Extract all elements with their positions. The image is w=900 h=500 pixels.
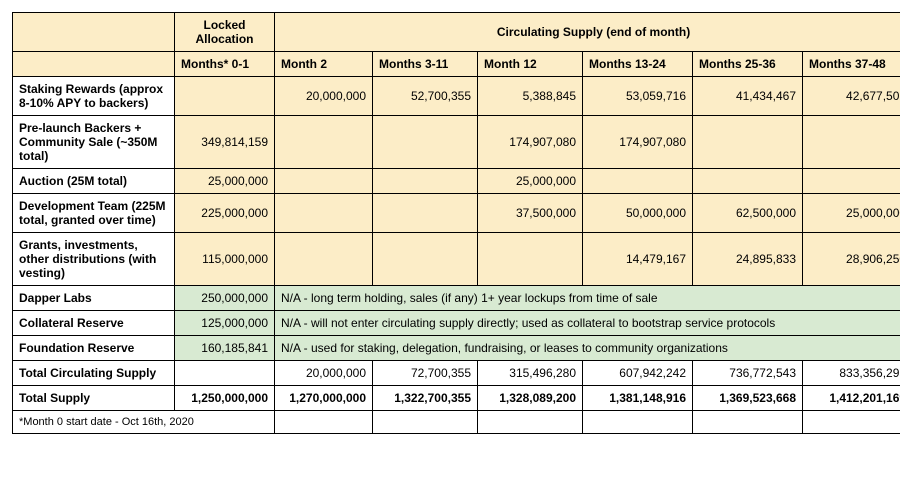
footnote-empty-4	[583, 411, 693, 434]
cell-staking-locked	[175, 77, 275, 116]
cell-total-supply-m37: 1,412,201,169	[803, 386, 900, 411]
header-circulating-supply: Circulating Supply (end of month)	[275, 13, 900, 52]
cell-auction-m25	[693, 169, 803, 194]
cell-total-circ-m13: 607,942,242	[583, 361, 693, 386]
cell-staking-m25: 41,434,467	[693, 77, 803, 116]
row-footnote: *Month 0 start date - Oct 16th, 2020	[13, 411, 900, 434]
label-total-circ: Total Circulating Supply	[13, 361, 175, 386]
row-auction: Auction (25M total) 25,000,000 25,000,00…	[13, 169, 900, 194]
row-total-circulating: Total Circulating Supply 20,000,000 72,7…	[13, 361, 900, 386]
cell-grants-m3	[373, 233, 478, 286]
cell-backers-m13: 174,907,080	[583, 116, 693, 169]
header-row-groups: Locked Allocation Circulating Supply (en…	[13, 13, 900, 52]
row-dev-team: Development Team (225M total, granted ov…	[13, 194, 900, 233]
cell-backers-m25	[693, 116, 803, 169]
cell-devteam-m3	[373, 194, 478, 233]
label-staking: Staking Rewards (approx 8-10% APY to bac…	[13, 77, 175, 116]
row-total-supply: Total Supply 1,250,000,000 1,270,000,000…	[13, 386, 900, 411]
cell-auction-m12: 25,000,000	[478, 169, 583, 194]
header-month-12: Month 12	[478, 52, 583, 77]
label-collateral: Collateral Reserve	[13, 311, 175, 336]
header-months-0-1: Months* 0-1	[175, 52, 275, 77]
cell-total-circ-m37: 833,356,295	[803, 361, 900, 386]
cell-total-circ-m3: 72,700,355	[373, 361, 478, 386]
cell-devteam-m13: 50,000,000	[583, 194, 693, 233]
row-staking-rewards: Staking Rewards (approx 8-10% APY to bac…	[13, 77, 900, 116]
label-grants: Grants, investments, other distributions…	[13, 233, 175, 286]
cell-total-supply-m13: 1,381,148,916	[583, 386, 693, 411]
cell-grants-m12	[478, 233, 583, 286]
cell-grants-m37: 28,906,250	[803, 233, 900, 286]
cell-devteam-m37: 25,000,000	[803, 194, 900, 233]
cell-dapper-note: N/A - long term holding, sales (if any) …	[275, 286, 900, 311]
footnote-empty-6	[803, 411, 900, 434]
cell-staking-m13: 53,059,716	[583, 77, 693, 116]
cell-collateral-note: N/A - will not enter circulating supply …	[275, 311, 900, 336]
cell-auction-m37	[803, 169, 900, 194]
cell-devteam-locked: 225,000,000	[175, 194, 275, 233]
cell-backers-m12: 174,907,080	[478, 116, 583, 169]
footnote-empty-3	[478, 411, 583, 434]
cell-staking-m12: 5,388,845	[478, 77, 583, 116]
cell-total-circ-m25: 736,772,543	[693, 361, 803, 386]
header-blank	[13, 13, 175, 52]
cell-backers-locked: 349,814,159	[175, 116, 275, 169]
cell-devteam-m25: 62,500,000	[693, 194, 803, 233]
cell-auction-m3	[373, 169, 478, 194]
footnote-empty-2	[373, 411, 478, 434]
footnote-empty-5	[693, 411, 803, 434]
row-collateral-reserve: Collateral Reserve 125,000,000 N/A - wil…	[13, 311, 900, 336]
label-foundation: Foundation Reserve	[13, 336, 175, 361]
header-months-25-36: Months 25-36	[693, 52, 803, 77]
cell-total-supply-m25: 1,369,523,668	[693, 386, 803, 411]
cell-staking-m37: 42,677,502	[803, 77, 900, 116]
cell-devteam-m12: 37,500,000	[478, 194, 583, 233]
row-grants: Grants, investments, other distributions…	[13, 233, 900, 286]
cell-grants-m25: 24,895,833	[693, 233, 803, 286]
footnote-empty-1	[275, 411, 373, 434]
header-row-months: Months* 0-1 Month 2 Months 3-11 Month 12…	[13, 52, 900, 77]
label-backers: Pre-launch Backers + Community Sale (~35…	[13, 116, 175, 169]
header-locked-allocation: Locked Allocation	[175, 13, 275, 52]
label-auction: Auction (25M total)	[13, 169, 175, 194]
footnote-text: *Month 0 start date - Oct 16th, 2020	[13, 411, 275, 434]
cell-total-circ-m2: 20,000,000	[275, 361, 373, 386]
cell-total-supply-locked: 1,250,000,000	[175, 386, 275, 411]
cell-collateral-locked: 125,000,000	[175, 311, 275, 336]
cell-foundation-locked: 160,185,841	[175, 336, 275, 361]
cell-total-supply-m3: 1,322,700,355	[373, 386, 478, 411]
cell-auction-m13	[583, 169, 693, 194]
cell-staking-m2: 20,000,000	[275, 77, 373, 116]
label-total-supply: Total Supply	[13, 386, 175, 411]
row-prelaunch-backers: Pre-launch Backers + Community Sale (~35…	[13, 116, 900, 169]
header-months-37-48: Months 37-48	[803, 52, 900, 77]
label-dapper: Dapper Labs	[13, 286, 175, 311]
header-months-13-24: Months 13-24	[583, 52, 693, 77]
cell-staking-m3: 52,700,355	[373, 77, 478, 116]
cell-total-supply-m12: 1,328,089,200	[478, 386, 583, 411]
header-month-2: Month 2	[275, 52, 373, 77]
cell-devteam-m2	[275, 194, 373, 233]
header-blank2	[13, 52, 175, 77]
cell-auction-m2	[275, 169, 373, 194]
cell-grants-locked: 115,000,000	[175, 233, 275, 286]
row-dapper-labs: Dapper Labs 250,000,000 N/A - long term …	[13, 286, 900, 311]
cell-grants-m13: 14,479,167	[583, 233, 693, 286]
row-foundation-reserve: Foundation Reserve 160,185,841 N/A - use…	[13, 336, 900, 361]
supply-schedule-table: Locked Allocation Circulating Supply (en…	[12, 12, 900, 434]
cell-backers-m2	[275, 116, 373, 169]
cell-backers-m3	[373, 116, 478, 169]
cell-foundation-note: N/A - used for staking, delegation, fund…	[275, 336, 900, 361]
cell-grants-m2	[275, 233, 373, 286]
cell-total-circ-m12: 315,496,280	[478, 361, 583, 386]
cell-dapper-locked: 250,000,000	[175, 286, 275, 311]
cell-backers-m37	[803, 116, 900, 169]
cell-total-supply-m2: 1,270,000,000	[275, 386, 373, 411]
label-devteam: Development Team (225M total, granted ov…	[13, 194, 175, 233]
header-months-3-11: Months 3-11	[373, 52, 478, 77]
cell-total-circ-locked	[175, 361, 275, 386]
cell-auction-locked: 25,000,000	[175, 169, 275, 194]
